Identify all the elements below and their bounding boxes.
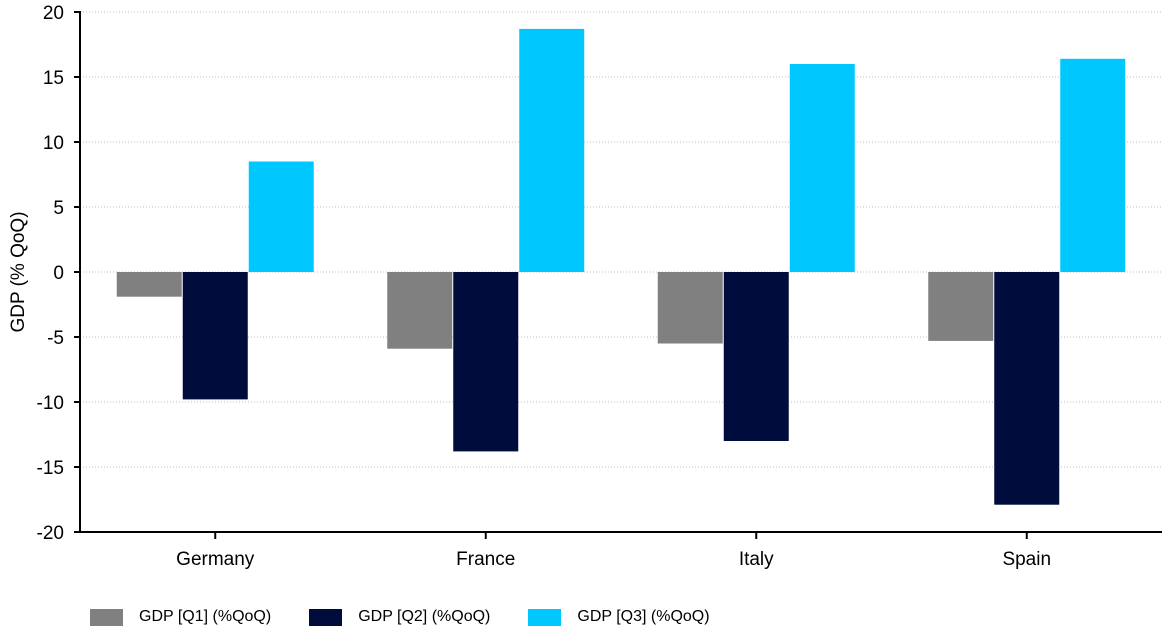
y-tick-label: 10: [43, 133, 64, 154]
bar-germany-q1: [116, 272, 182, 297]
y-tick-label: -5: [47, 328, 64, 349]
bar-italy-q2: [723, 272, 789, 441]
bar-germany-q3: [248, 161, 314, 272]
x-category-label: France: [456, 549, 515, 570]
legend-swatch-q3: [528, 608, 562, 626]
legend: GDP [Q1] (%QoQ) GDP [Q2] (%QoQ) GDP [Q3]…: [90, 608, 748, 626]
x-category-label: Germany: [176, 549, 255, 570]
legend-label-q2: GDP [Q2] (%QoQ): [358, 608, 491, 625]
bar-italy-q1: [657, 272, 723, 344]
y-tick-label: 15: [43, 68, 64, 89]
y-tick-label: -20: [37, 523, 64, 544]
bar-spain-q1: [928, 272, 994, 341]
x-category-label: Italy: [739, 549, 774, 570]
y-tick-label: 5: [53, 198, 64, 219]
bars: [116, 28, 1126, 505]
legend-item-q2: GDP [Q2] (%QoQ): [309, 608, 490, 626]
y-tick-labels: 20 15 10 5 0 -5 -10 -15 -20: [37, 3, 64, 544]
axes: [74, 11, 1162, 539]
legend-swatch-q2: [309, 608, 343, 626]
bar-spain-q3: [1060, 58, 1126, 272]
legend-label-q1: GDP [Q1] (%QoQ): [139, 608, 272, 625]
y-axis-title: GDP (% QoQ): [8, 211, 29, 332]
bar-germany-q2: [182, 272, 248, 400]
legend-item-q1: GDP [Q1] (%QoQ): [90, 608, 271, 626]
y-tick-label: -15: [37, 458, 64, 479]
y-tick-label: 0: [53, 263, 64, 284]
y-tick-label: 20: [43, 3, 64, 24]
bar-france-q2: [453, 272, 519, 452]
bar-spain-q2: [994, 272, 1060, 505]
legend-item-q3: GDP [Q3] (%QoQ): [528, 608, 710, 626]
bar-france-q1: [387, 272, 453, 349]
y-tick-label: -10: [37, 393, 64, 414]
bar-france-q3: [519, 28, 585, 273]
x-category-label: Spain: [1002, 549, 1051, 570]
x-category-labels: Germany France Italy Spain: [176, 549, 1051, 570]
bar-chart: 20 15 10 5 0 -5 -10 -15 -20 Germany France Italy Sp…: [8, 3, 1162, 570]
legend-swatch-q1: [90, 608, 123, 626]
legend-label-q3: GDP [Q3] (%QoQ): [577, 608, 710, 625]
bar-italy-q3: [789, 64, 855, 272]
